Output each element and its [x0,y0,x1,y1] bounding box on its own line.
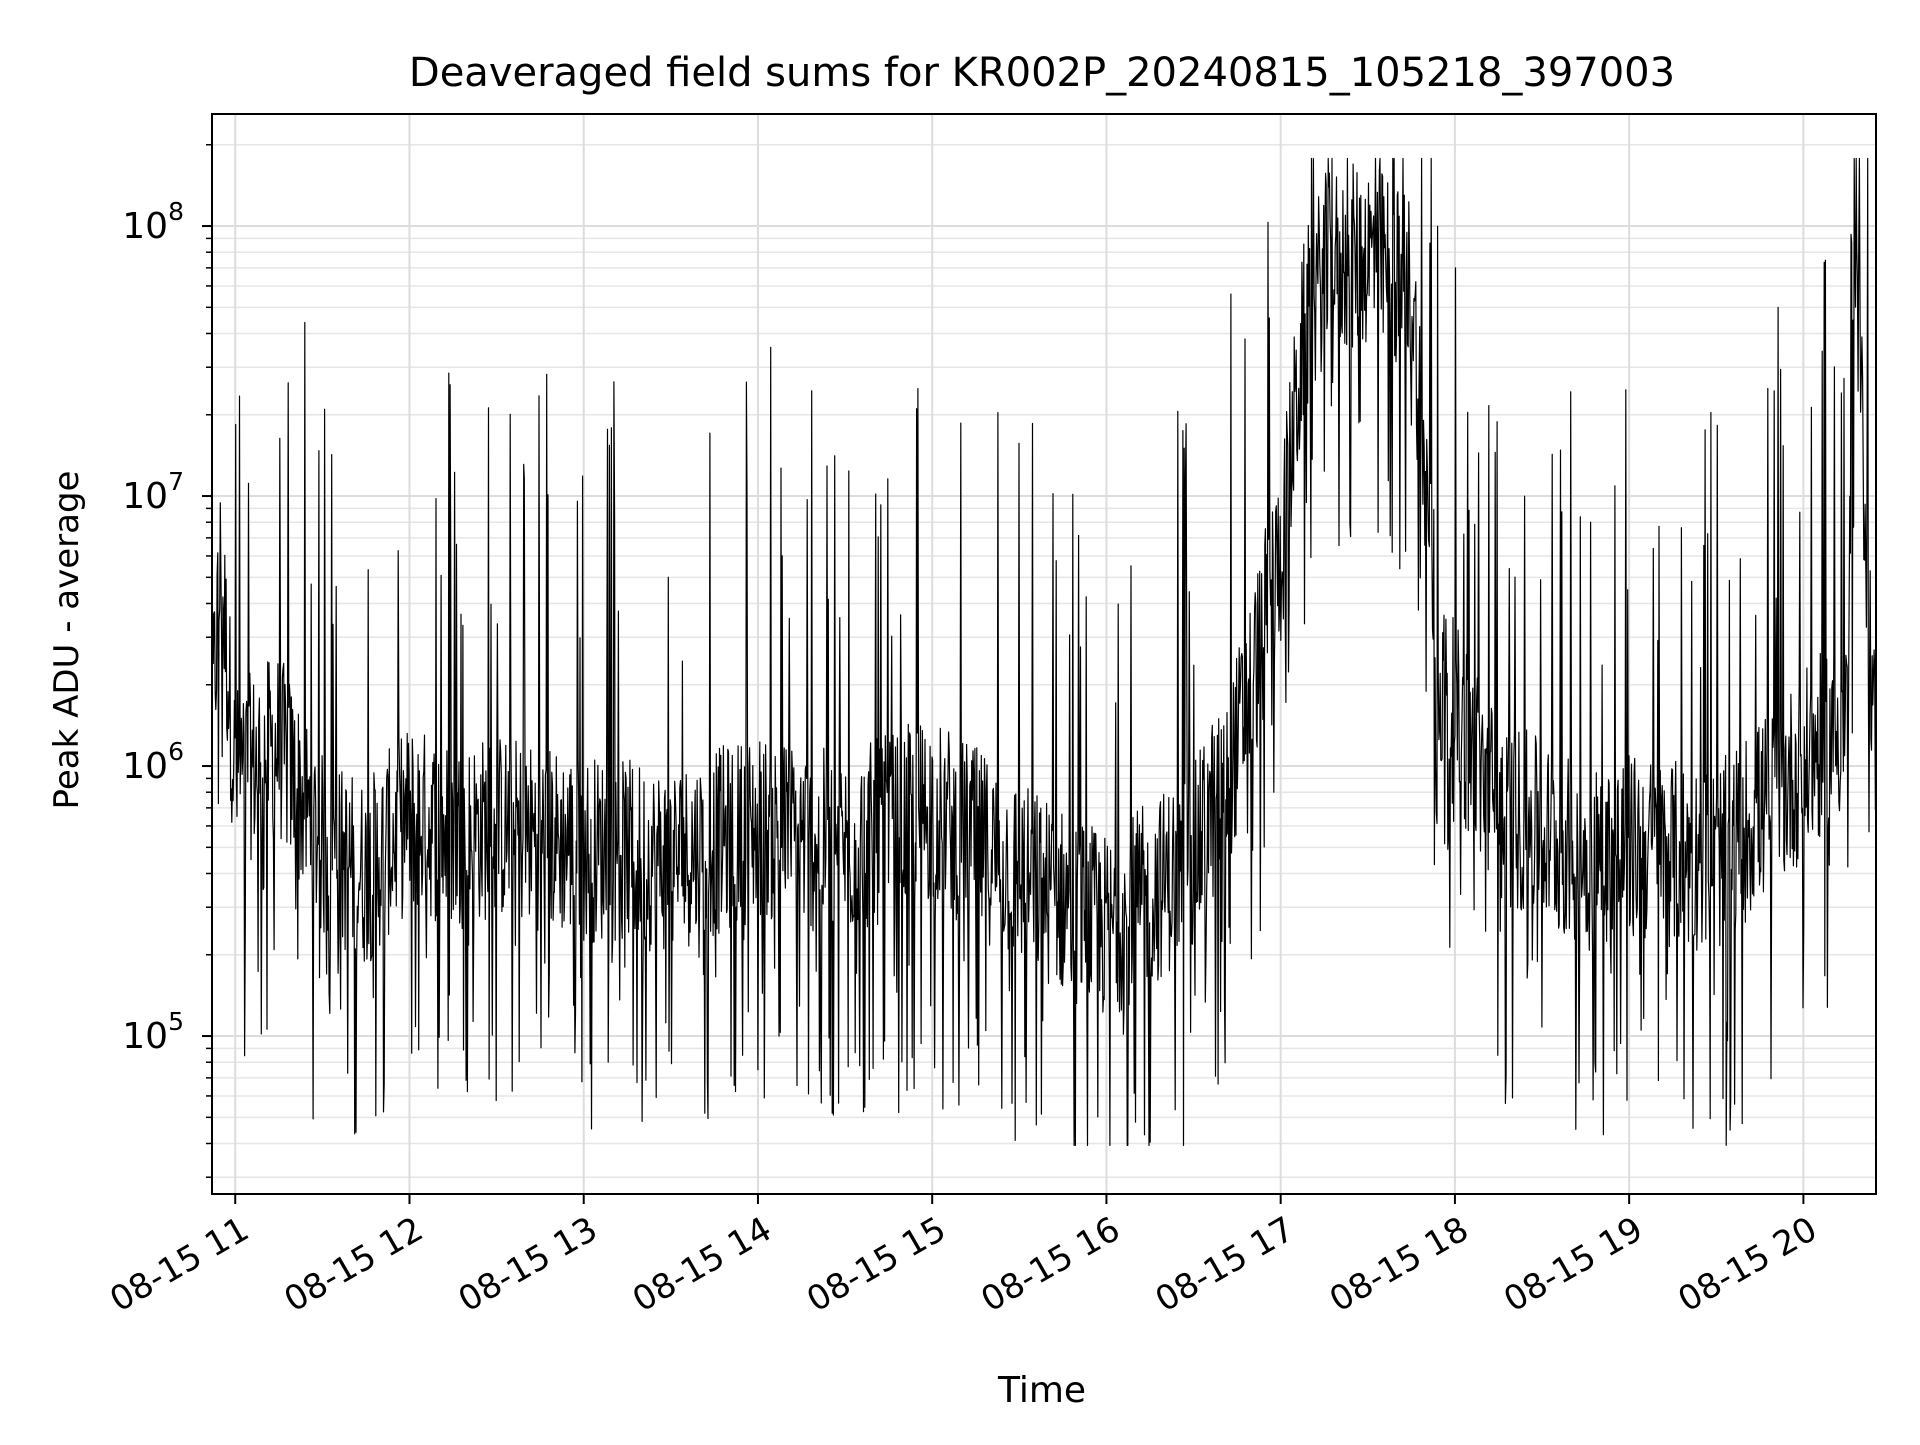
y-tick-label: 108 [122,197,184,247]
plot-frame [211,113,1877,1195]
y-tick-label: 106 [122,737,184,787]
x-axis-label: Time [997,1370,1086,1411]
series-line [211,157,1877,1147]
chart-title: Deaveraged field sums for KR002P_2024081… [409,50,1675,96]
data-layer [211,157,1877,1147]
y-tick-label: 105 [122,1007,184,1057]
y-axis-label: Peak ADU - average [47,471,87,810]
y-tick-label: 107 [122,467,184,517]
